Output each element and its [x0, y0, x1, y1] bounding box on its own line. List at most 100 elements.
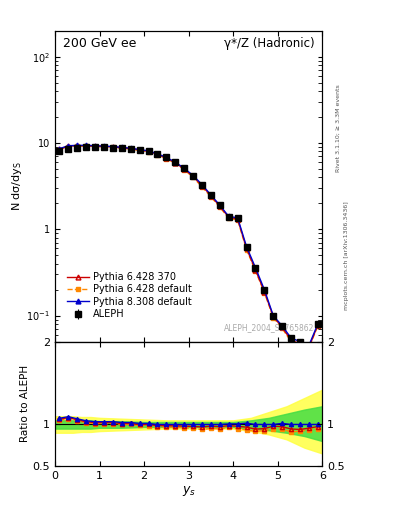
Pythia 6.428 default: [298, 342, 302, 348]
Pythia 8.308 default: [102, 143, 107, 149]
Pythia 6.428 370: [119, 145, 124, 151]
X-axis label: $y_s$: $y_s$: [182, 483, 196, 498]
Pythia 6.428 370: [280, 324, 285, 330]
Pythia 6.428 370: [271, 313, 275, 319]
Pythia 8.308 default: [298, 338, 302, 345]
Pythia 8.308 default: [93, 143, 97, 149]
Pythia 8.308 default: [226, 214, 231, 220]
Pythia 8.308 default: [75, 142, 80, 148]
Pythia 6.428 default: [66, 143, 71, 150]
Pythia 8.308 default: [280, 323, 285, 329]
Pythia 6.428 default: [102, 144, 107, 150]
Pythia 6.428 default: [155, 152, 160, 158]
Pythia 6.428 default: [316, 323, 320, 329]
Pythia 6.428 370: [235, 216, 240, 222]
Pythia 6.428 370: [146, 148, 151, 155]
Pythia 6.428 default: [280, 325, 285, 331]
Pythia 6.428 default: [289, 338, 294, 345]
Pythia 6.428 default: [235, 217, 240, 223]
Pythia 6.428 370: [84, 143, 88, 149]
Pythia 6.428 370: [289, 337, 294, 343]
Pythia 6.428 370: [262, 288, 267, 294]
Pythia 6.428 370: [93, 143, 97, 149]
Pythia 6.428 default: [57, 146, 62, 153]
Line: Pythia 6.428 370: Pythia 6.428 370: [57, 143, 320, 350]
Pythia 8.308 default: [200, 181, 204, 187]
Line: Pythia 6.428 default: Pythia 6.428 default: [57, 144, 320, 350]
Pythia 6.428 370: [102, 143, 107, 150]
Pythia 8.308 default: [289, 335, 294, 341]
Pythia 6.428 370: [137, 147, 142, 153]
Pythia 8.308 default: [253, 265, 258, 271]
Pythia 6.428 370: [191, 174, 195, 180]
Pythia 6.428 default: [244, 247, 249, 253]
Pythia 8.308 default: [119, 144, 124, 151]
Pythia 8.308 default: [262, 287, 267, 293]
Pythia 6.428 370: [217, 203, 222, 209]
Pythia 6.428 default: [84, 143, 88, 149]
Pythia 6.428 default: [226, 215, 231, 221]
Pythia 6.428 default: [93, 143, 97, 150]
Pythia 6.428 default: [146, 149, 151, 155]
Pythia 6.428 default: [209, 194, 213, 200]
Pythia 6.428 default: [191, 174, 195, 180]
Pythia 6.428 default: [119, 145, 124, 151]
Pythia 8.308 default: [209, 192, 213, 198]
Y-axis label: Ratio to ALEPH: Ratio to ALEPH: [20, 365, 30, 442]
Pythia 8.308 default: [57, 145, 62, 152]
Pythia 6.428 370: [155, 151, 160, 157]
Text: Rivet 3.1.10; ≥ 3.3M events: Rivet 3.1.10; ≥ 3.3M events: [336, 84, 341, 172]
Legend: Pythia 6.428 370, Pythia 6.428 default, Pythia 8.308 default, ALEPH: Pythia 6.428 370, Pythia 6.428 default, …: [65, 270, 194, 321]
Line: Pythia 8.308 default: Pythia 8.308 default: [57, 143, 320, 348]
Pythia 6.428 370: [226, 214, 231, 220]
Pythia 6.428 default: [173, 160, 178, 166]
Pythia 6.428 default: [217, 204, 222, 210]
Pythia 8.308 default: [137, 146, 142, 153]
Pythia 6.428 370: [110, 144, 115, 150]
Pythia 6.428 default: [75, 143, 80, 149]
Pythia 8.308 default: [146, 148, 151, 154]
Pythia 6.428 370: [307, 344, 311, 350]
Pythia 8.308 default: [316, 321, 320, 327]
Pythia 8.308 default: [129, 145, 133, 151]
Pythia 6.428 370: [244, 245, 249, 251]
Pythia 8.308 default: [173, 159, 178, 165]
Pythia 8.308 default: [191, 173, 195, 179]
Pythia 8.308 default: [66, 143, 71, 149]
Pythia 6.428 default: [182, 167, 187, 173]
Pythia 6.428 default: [137, 147, 142, 154]
Pythia 6.428 370: [57, 146, 62, 152]
Text: mcplots.cern.ch [arXiv:1306.3436]: mcplots.cern.ch [arXiv:1306.3436]: [344, 202, 349, 310]
Pythia 6.428 370: [66, 143, 71, 149]
Pythia 6.428 default: [307, 345, 311, 351]
Pythia 8.308 default: [164, 155, 169, 161]
Pythia 6.428 default: [271, 314, 275, 321]
Pythia 8.308 default: [217, 202, 222, 208]
Text: γ*/Z (Hadronic): γ*/Z (Hadronic): [224, 37, 314, 50]
Pythia 6.428 370: [164, 155, 169, 161]
Pythia 8.308 default: [235, 215, 240, 221]
Y-axis label: N dσ/dy$_S$: N dσ/dy$_S$: [9, 161, 24, 211]
Text: 200 GeV ee: 200 GeV ee: [63, 37, 136, 50]
Pythia 6.428 370: [298, 341, 302, 347]
Pythia 8.308 default: [307, 343, 311, 349]
Pythia 8.308 default: [271, 312, 275, 318]
Pythia 6.428 default: [129, 146, 133, 152]
Pythia 8.308 default: [84, 142, 88, 148]
Text: ALEPH_2004_S5765862: ALEPH_2004_S5765862: [224, 323, 314, 332]
Pythia 6.428 370: [173, 160, 178, 166]
Pythia 6.428 370: [200, 183, 204, 189]
Pythia 6.428 default: [164, 156, 169, 162]
Pythia 6.428 370: [316, 322, 320, 328]
Pythia 8.308 default: [244, 244, 249, 250]
Pythia 6.428 370: [75, 143, 80, 149]
Pythia 6.428 default: [110, 144, 115, 151]
Pythia 6.428 default: [200, 184, 204, 190]
Pythia 6.428 default: [253, 268, 258, 274]
Pythia 8.308 default: [155, 151, 160, 157]
Pythia 6.428 370: [129, 145, 133, 152]
Pythia 6.428 default: [262, 289, 267, 295]
Pythia 8.308 default: [110, 143, 115, 150]
Pythia 8.308 default: [182, 165, 187, 172]
Pythia 6.428 370: [182, 166, 187, 172]
